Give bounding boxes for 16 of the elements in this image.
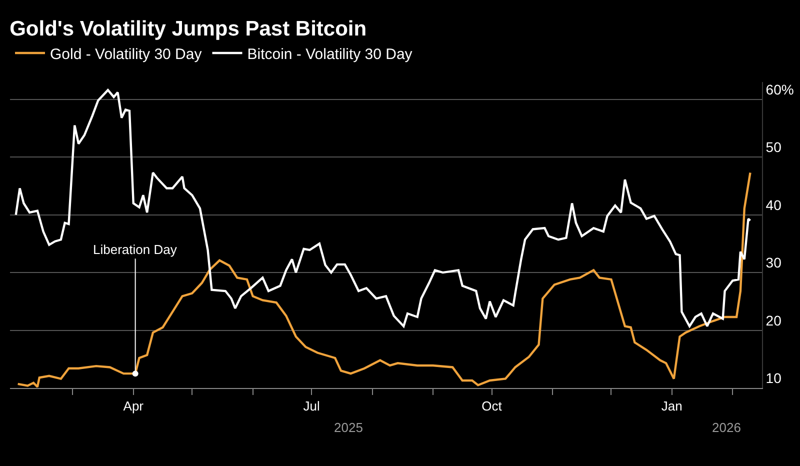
y-tick-label: 40 bbox=[766, 196, 782, 213]
chart-title: Gold's Volatility Jumps Past Bitcoin bbox=[10, 18, 367, 41]
y-tick-label: 10 bbox=[766, 370, 782, 386]
text: 2026 bbox=[712, 420, 741, 435]
y-tick-label: 20 bbox=[766, 312, 782, 328]
x-tick-label: Jul bbox=[303, 398, 320, 414]
x-tick-label: Jan bbox=[661, 398, 682, 414]
y-tick-label: 60% bbox=[766, 81, 794, 98]
x-tick-label: Oct bbox=[482, 398, 502, 414]
annotation: Liberation Day bbox=[93, 242, 178, 257]
legend-label: Gold - Volatility 30 Day bbox=[50, 46, 202, 63]
text: 2025 bbox=[334, 420, 363, 435]
y-tick-label: 50 bbox=[766, 139, 782, 156]
legend-label: Bitcoin - Volatility 30 Day bbox=[247, 46, 413, 63]
x-tick-label: Apr bbox=[123, 398, 144, 414]
y-tick-label: 30 bbox=[766, 254, 782, 271]
